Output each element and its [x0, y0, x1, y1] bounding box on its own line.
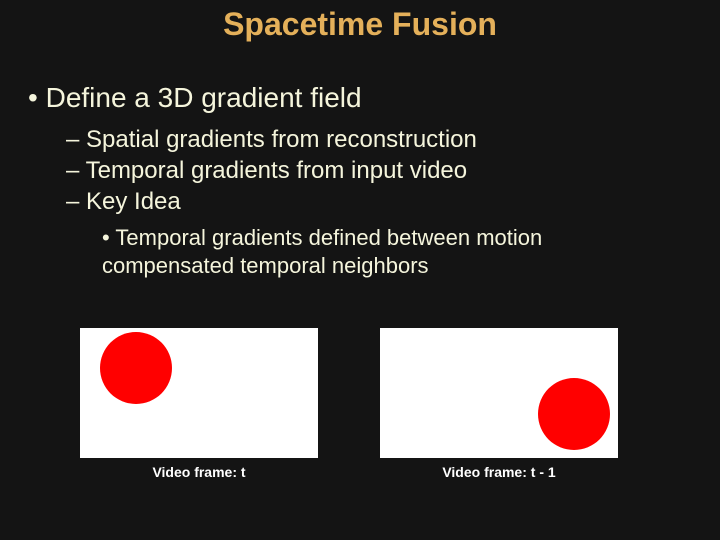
red-circle-icon [538, 378, 610, 450]
frame-area: Video frame: t Video frame: t - 1 [80, 328, 640, 518]
bullet-level2-item: Key Idea [66, 186, 477, 217]
bullet-level2-item: Spatial gradients from reconstruction [66, 124, 477, 155]
caption-frame-t-minus-1: Video frame: t - 1 [380, 464, 618, 480]
caption-frame-t: Video frame: t [80, 464, 318, 480]
video-frame-t [80, 328, 318, 458]
bullet-level2-item: Temporal gradients from input video [66, 155, 477, 186]
bullet-level1: Define a 3D gradient field [28, 82, 362, 114]
video-frame-t-minus-1 [380, 328, 618, 458]
slide-title: Spacetime Fusion [0, 0, 720, 43]
bullet-level3: Temporal gradients defined between motio… [102, 224, 662, 279]
red-circle-icon [100, 332, 172, 404]
bullet-level2-list: Spatial gradients from reconstruction Te… [66, 124, 477, 218]
bullet-level3-text: Temporal gradients defined between motio… [102, 225, 542, 278]
